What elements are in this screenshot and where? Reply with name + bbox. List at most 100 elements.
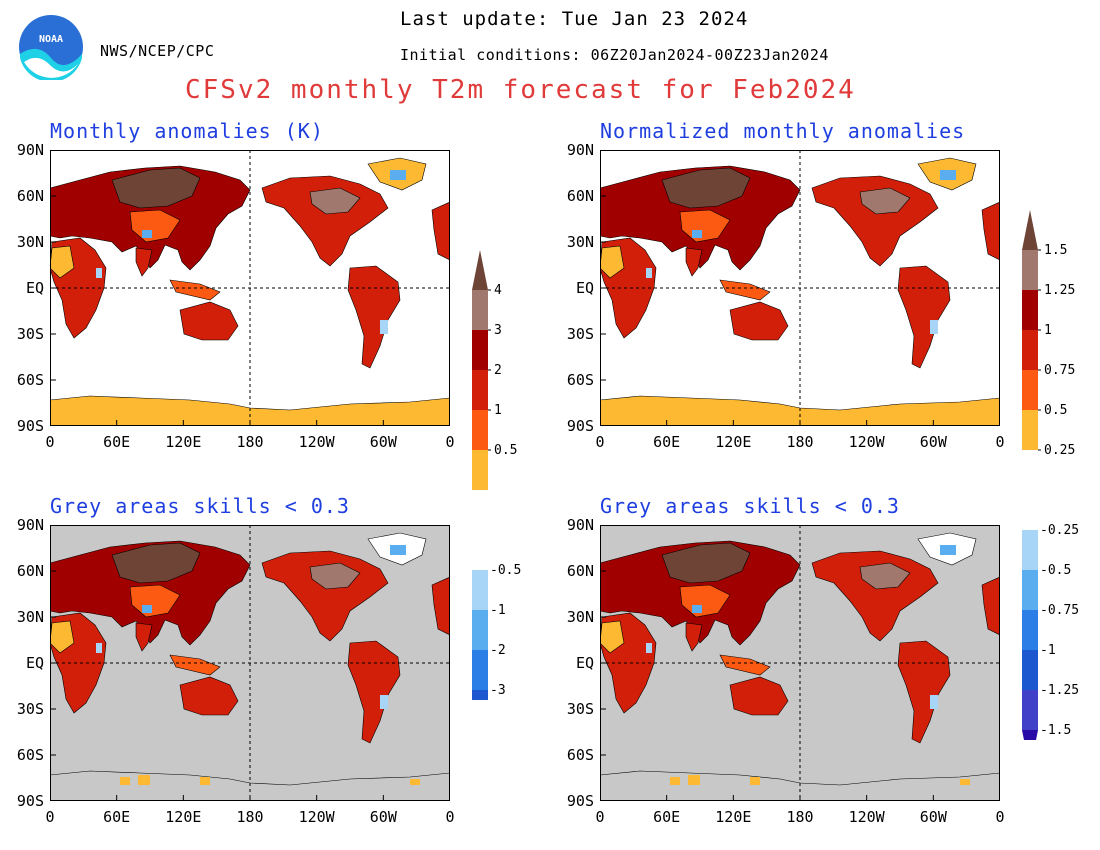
land-india [685,622,703,652]
panel-title-monthly-anomalies: Monthly anomalies (K) [50,119,324,143]
colorbar-label: -1 [1040,643,1056,658]
colorbar-top-arrow [1022,210,1038,250]
colorbar-label: 0.5 [494,443,517,458]
colorbar-cold-segment [472,570,488,610]
cold-anomaly-patch [692,605,702,613]
lat-label: 30N [16,233,44,251]
antarctic-patch [120,777,130,785]
land-arctic-e [981,576,1000,636]
cold-anomaly-patch [930,320,938,334]
cold-anomaly-patch [142,605,152,613]
lon-label: 120W [298,433,335,451]
colorbar-label: 0.5 [1044,403,1067,418]
colorbar-label: 3 [494,323,502,338]
map-monthly-anomalies [50,150,450,426]
lon-label: 180 [786,808,814,826]
lat-label: 60N [16,187,44,205]
cold-anomaly-patch [380,320,388,334]
lat-label: 30N [566,233,594,251]
colorbar-warm-segment [472,370,488,410]
land-arctic-e [431,201,450,261]
colorbar-warm-segment [1022,330,1038,370]
lat-label: 30N [16,608,44,626]
lat-label: 90S [16,417,44,435]
lat-label: 90S [566,417,594,435]
colorbar-label: -0.5 [490,563,521,578]
land-siberia [111,542,201,584]
land-australia [729,676,789,716]
colorbar-top-arrow [472,250,488,290]
panel-title-normalized-anomalies: Normalized monthly anomalies [600,119,966,143]
lat-label: 60S [566,371,594,389]
lat-label: 60N [566,562,594,580]
colorbar-label: -0.25 [1040,523,1079,538]
lon-label: 180 [236,808,264,826]
colorbar-cold-segment [472,610,488,650]
land-siberia [111,167,201,209]
land-india [135,247,153,277]
land-indonesia [719,279,771,301]
lat-label: 30N [566,608,594,626]
lat-label: 90S [566,792,594,810]
colorbar-label: -1.5 [1040,723,1071,738]
antarctic-patch [410,779,420,785]
colorbar-label: 1.5 [1044,243,1067,258]
lat-label: EQ [25,279,44,297]
land-siberia [661,542,751,584]
land-na-inner [309,562,361,590]
land-siberia [661,167,751,209]
colorbar-normalized: 1.5 1.25 1 0.75 0.5 0.25 -0.25 -0.5 -0.75 -1 -1.25… [1022,210,1079,740]
lon-label: 0 [445,433,455,451]
lat-label: EQ [575,654,594,672]
land-samerica [897,640,951,744]
colorbar-label: -3 [490,683,506,698]
colorbar-neutral-segment [472,490,488,570]
lon-label: 0 [45,808,55,826]
lon-label: 120E [715,433,752,451]
map-skill-masked-anomalies [50,525,450,801]
lat-label: EQ [575,279,594,297]
lat-label: 60N [566,187,594,205]
land-india [135,622,153,652]
colorbar-label: 4 [494,283,502,298]
colorbar-label: -2 [490,643,506,658]
lat-label: 30S [16,700,44,718]
lon-label: 0 [45,433,55,451]
land-indonesia [719,654,771,676]
colorbar-label: 2 [494,363,502,378]
lat-label: 60S [566,746,594,764]
land-india [685,247,703,277]
lon-label: 60W [369,433,397,451]
land-arctic-e [981,201,1000,261]
cold-anomaly-patch [96,268,102,278]
cold-anomaly-patch [380,695,388,709]
org-label: NWS/NCEP/CPC [100,42,215,60]
noaa-logo: NOAA [18,14,84,83]
lon-label: 60W [369,808,397,826]
last-update: Last update: Tue Jan 23 2024 [400,8,749,30]
lon-label: 180 [236,433,264,451]
lon-label: 120E [165,433,202,451]
lon-label: 120W [298,808,335,826]
lon-label: 60W [919,433,947,451]
lon-label: 60E [653,433,681,451]
cold-anomaly-patch [390,545,406,555]
lat-label: 60S [16,371,44,389]
lon-label: 0 [595,808,605,826]
lon-label: 60E [103,433,131,451]
colorbar-label: -1 [490,603,506,618]
colorbar-cold-segment [1022,570,1038,610]
lat-label: 30S [566,325,594,343]
colorbar-label: 1 [494,403,502,418]
colorbar-cold-segment [1022,650,1038,690]
land-na-inner [309,187,361,215]
lon-label: 0 [995,808,1005,826]
lon-label: 60E [653,808,681,826]
colorbar-label: -0.5 [1040,563,1071,578]
page-title: CFSv2 monthly T2m forecast for Feb2024 [185,75,856,105]
lat-label: 90N [16,516,44,534]
antarctic-patch [670,777,680,785]
colorbar-label: -0.75 [1040,603,1079,618]
land-samerica [897,265,951,369]
